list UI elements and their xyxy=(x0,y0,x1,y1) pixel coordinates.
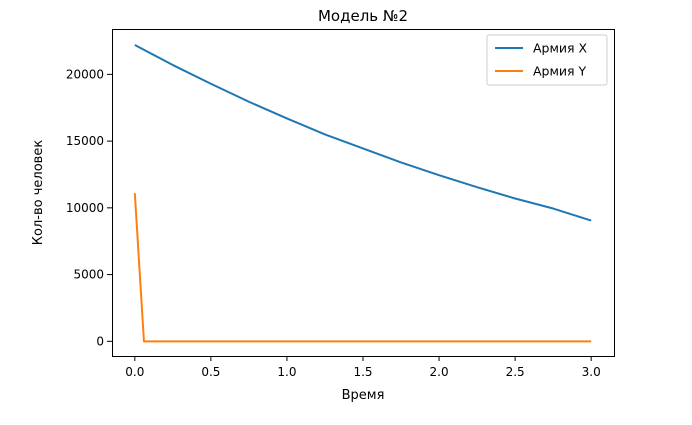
chart-title: Модель №2 xyxy=(318,7,408,25)
x-axis-label: Время xyxy=(342,388,385,403)
legend: Армия X Армия Y xyxy=(486,34,608,86)
y-tick-label: 20000 xyxy=(66,67,104,81)
x-tick-label: 0.0 xyxy=(125,365,144,379)
legend-label-2: Армия Y xyxy=(533,64,587,79)
series-line-2 xyxy=(133,193,592,343)
x-tick-label: 2.0 xyxy=(430,365,449,379)
y-axis-ticks: 0 5000 10000 15000 20000 xyxy=(66,67,112,348)
x-tick-label: 0.5 xyxy=(201,365,220,379)
y-tick-label: 15000 xyxy=(66,134,104,148)
y-tick-label: 10000 xyxy=(66,201,104,215)
x-axis-ticks: 0.0 0.5 1.0 1.5 2.0 2.5 3.0 xyxy=(125,356,601,379)
x-tick-label: 1.0 xyxy=(277,365,296,379)
x-tick-label: 1.5 xyxy=(353,365,372,379)
x-tick-label: 3.0 xyxy=(582,365,601,379)
y-axis-label: Кол-во человек xyxy=(31,140,46,246)
legend-label-1: Армия X xyxy=(533,41,588,56)
y-tick-label: 5000 xyxy=(73,268,104,282)
series-layer xyxy=(133,44,592,343)
series-line-1 xyxy=(134,44,592,222)
y-tick-label: 0 xyxy=(96,334,104,348)
x-tick-label: 2.5 xyxy=(506,365,525,379)
